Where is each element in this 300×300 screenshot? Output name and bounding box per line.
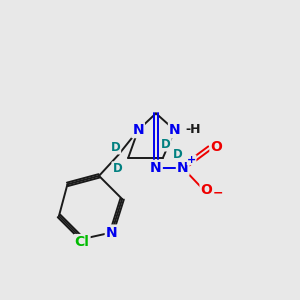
Text: D: D [110, 140, 120, 154]
Text: D: D [161, 138, 171, 151]
Text: D: D [173, 148, 183, 161]
Text: N: N [150, 161, 162, 175]
Text: O: O [200, 183, 212, 196]
Text: N: N [177, 161, 188, 175]
Text: N: N [106, 226, 117, 239]
Text: D: D [112, 162, 122, 175]
Text: -H: -H [186, 123, 201, 136]
Text: N: N [169, 123, 181, 137]
Text: Cl: Cl [75, 235, 89, 249]
Text: −: − [213, 186, 224, 199]
Text: N: N [132, 123, 144, 137]
Text: +: + [187, 155, 196, 165]
Text: O: O [210, 140, 222, 154]
